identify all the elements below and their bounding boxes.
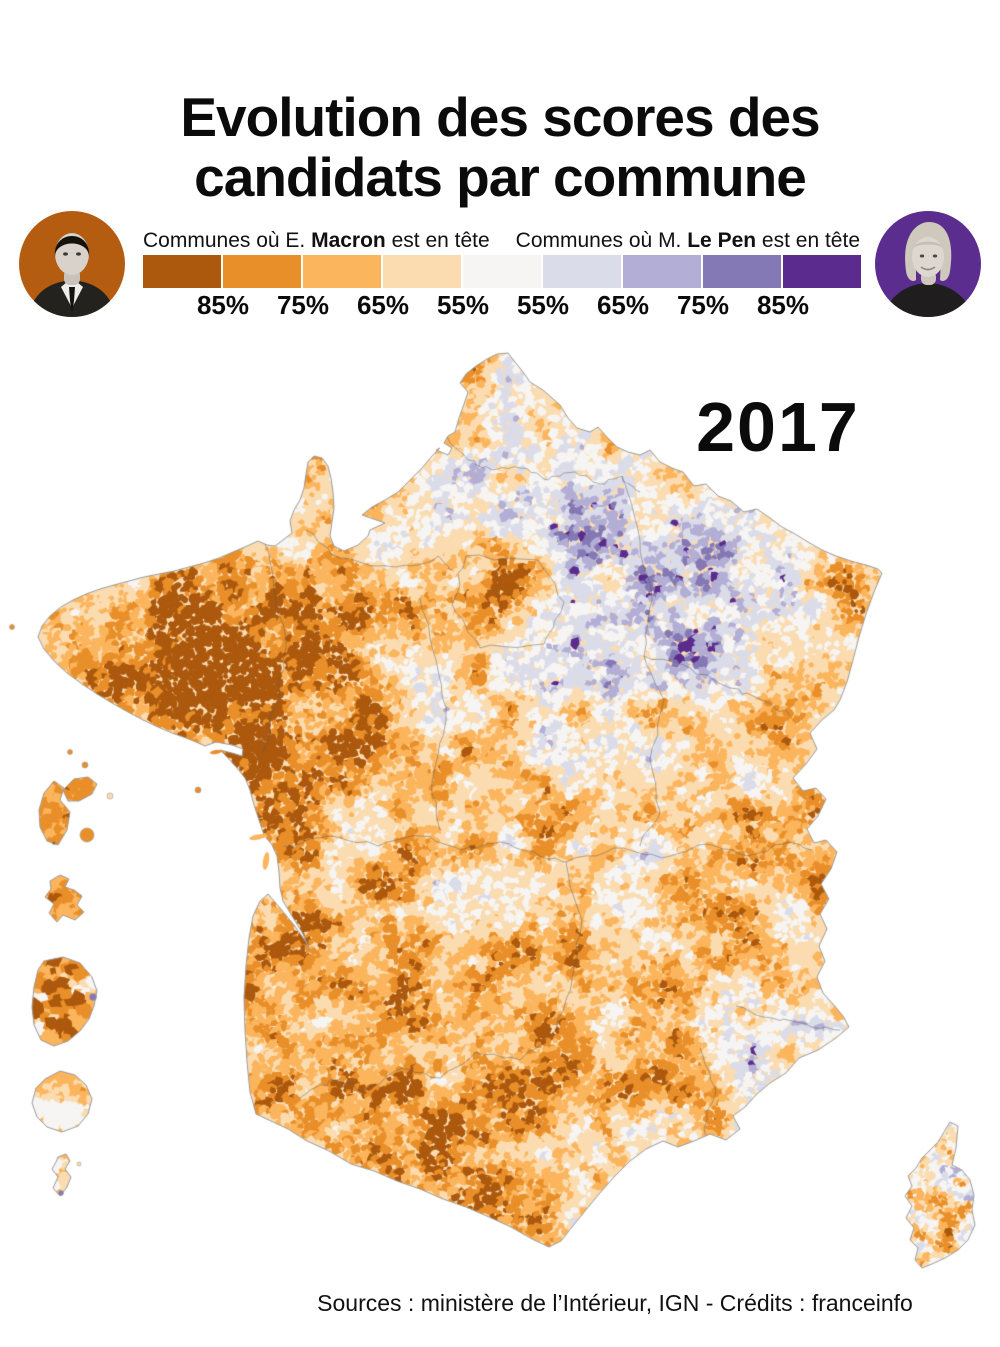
- scale-swatch-macron-75-85: [223, 255, 301, 288]
- avatar-macron: [19, 211, 125, 317]
- page-title: Evolution des scores des candidats par c…: [0, 87, 1000, 207]
- tick-macron-65: 65%: [356, 290, 410, 320]
- scale-swatch-lepen-55-65: [543, 255, 621, 288]
- legend-label-lepen: Communes où M. Le Pen est en tête: [516, 229, 860, 253]
- scale-swatch-lepen-65-75: [623, 255, 701, 288]
- france-choropleth-map: [0, 340, 1000, 1280]
- legend-lepen-prefix: Communes où M.: [515, 229, 688, 252]
- tick-lepen-65: 65%: [596, 290, 650, 320]
- avatar-lepen: [875, 211, 981, 317]
- legend-macron-prefix: Communes où E.: [143, 229, 312, 252]
- color-scale: [143, 255, 861, 288]
- tick-macron-55: 55%: [436, 290, 490, 320]
- scale-swatch-lepen-75-85: [703, 255, 781, 288]
- scale-swatch-lepen-85plus: [783, 255, 861, 288]
- scale-ticks: 85% 75% 65% 55% 55% 65% 75% 85%: [143, 290, 861, 320]
- lepen-photo-icon: [875, 211, 981, 317]
- tick-macron-85: 85%: [196, 290, 250, 320]
- title-line-2: candidats par commune: [194, 145, 807, 208]
- scale-swatch-macron-55-65: [383, 255, 461, 288]
- legend-macron-suffix: est en tête: [385, 229, 490, 252]
- title-line-1: Evolution des scores des: [180, 85, 820, 148]
- legend-label-macron: Communes où E. Macron est en tête: [143, 229, 490, 253]
- macron-photo-icon: [19, 211, 125, 317]
- source-credit: Sources : ministère de l’Intérieur, IGN …: [317, 1290, 913, 1316]
- tick-lepen-75: 75%: [676, 290, 730, 320]
- tick-macron-75: 75%: [276, 290, 330, 320]
- legend-lepen-suffix: est en tête: [756, 229, 860, 252]
- scale-swatch-macron-85plus: [143, 255, 221, 288]
- scale-swatch-neutral-under-55: [463, 255, 541, 288]
- scale-swatch-macron-65-75: [303, 255, 381, 288]
- tick-lepen-85: 85%: [756, 290, 810, 320]
- legend-macron-name: Macron: [311, 229, 386, 252]
- legend-lepen-name: Le Pen: [687, 229, 757, 252]
- tick-lepen-55: 55%: [516, 290, 570, 320]
